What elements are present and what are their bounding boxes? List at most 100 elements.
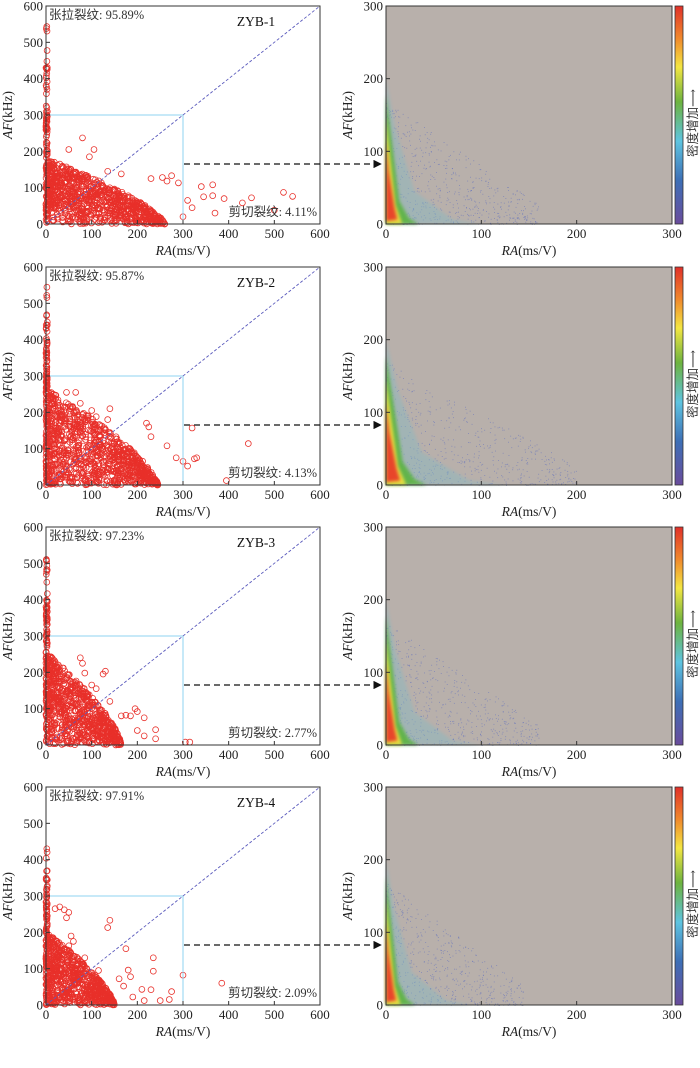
density-speck [405,125,407,127]
scatter-point [153,215,161,223]
density-speck [432,145,434,147]
density-speck [480,169,482,171]
density-speck [484,220,486,222]
scatter-point [62,704,70,712]
scatter-point [98,470,106,477]
density-speck [404,147,406,149]
scatter-point [89,735,96,743]
density-speck [477,469,479,471]
scatter-point [104,188,111,196]
density-speck [411,379,413,380]
density-speck [531,739,532,741]
density-speck [492,480,494,482]
density-speck [509,715,511,716]
density-speck [458,738,460,740]
x-tick-label: 400 [219,226,239,241]
density-speck [525,729,527,730]
y-tick-label: 600 [24,0,44,14]
density-speck [466,207,467,209]
density-speck [408,131,410,133]
density-speck [502,452,504,454]
density-speck [398,644,400,645]
density-speck [524,449,526,451]
scatter-point [114,472,121,480]
y-tick-label: 200 [364,332,384,347]
density-speck [511,447,513,449]
scatter-point [75,426,83,434]
density-speck [497,468,499,470]
density-speck [422,152,424,154]
density-speck [552,474,554,475]
scatter-point [43,283,51,291]
density-speck [409,403,411,405]
scatter-point [63,723,70,731]
density-speck [474,212,476,214]
scatter-point [44,698,52,706]
density-speck [407,131,408,133]
density-speck [456,686,458,688]
scatter-point [74,727,81,735]
scatter-point [51,719,59,727]
density-speck [487,738,489,740]
density-speck [507,209,509,211]
scatter-point [43,139,51,147]
density-speck [409,675,411,677]
scatter-point [97,706,104,714]
density-speck [393,369,394,371]
scatter-point [100,425,108,433]
scatter-point [128,219,135,226]
scatter-point [48,178,56,186]
scatter-point [75,471,82,479]
density-speck [497,203,499,205]
scatter-point-outlier [140,714,148,722]
y-tick-label: 400 [24,592,44,607]
density-speck [478,217,480,219]
density-speck [428,454,430,455]
scatter-point [87,718,95,726]
density-speck [544,460,546,462]
scatter-point [141,206,149,214]
density-speck [468,742,470,743]
density-speck [475,432,477,434]
density-speck [450,692,452,694]
scatter-point [43,294,51,301]
density-speck [430,411,432,413]
density-speck [461,732,463,734]
density-speck [436,723,437,725]
density-speck [519,191,521,193]
scatter-point [90,734,98,742]
density-speck [424,127,425,128]
shear-crack-label: 剪切裂纹: 4.13% [228,465,317,480]
density-speck [493,456,495,458]
density-speck [418,688,420,689]
scatter-point-outlier [122,711,130,719]
density-speck [574,478,576,480]
x-tick-label: 0 [383,487,390,502]
density-speck [433,424,435,426]
density-speck [465,199,466,201]
scatter-point [63,473,71,481]
density-speck [522,193,524,195]
density-speck [467,454,469,455]
scatter-point [95,476,103,484]
density-speck [406,653,408,655]
scatter-point-outlier [104,168,111,175]
density-speck [526,219,528,221]
x-tick-label: 200 [128,487,148,502]
density-speck [469,689,471,691]
density-speck [492,718,493,720]
density-speck [484,475,486,476]
density-speck [415,403,417,405]
density-speck [560,472,562,473]
density-speck [517,218,518,220]
density-speck [456,200,458,201]
density-speck [489,445,491,447]
density-speck [533,218,535,220]
scatter-point-outlier [134,708,141,715]
density-speck [527,463,529,465]
density-speck [463,736,464,738]
density-speck [548,459,550,461]
density-speck [467,213,468,215]
density-speck [467,199,469,201]
